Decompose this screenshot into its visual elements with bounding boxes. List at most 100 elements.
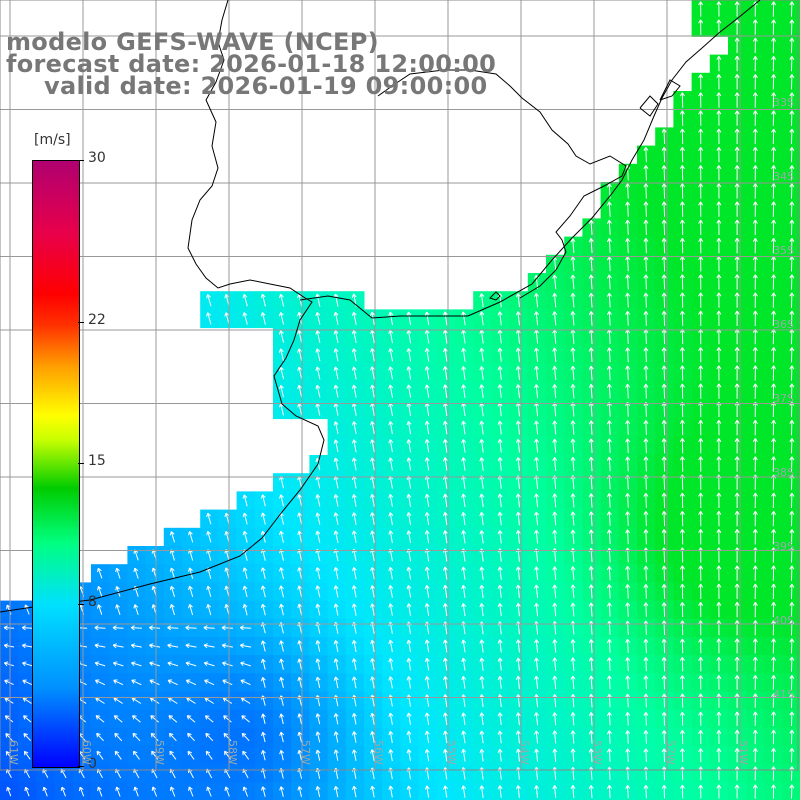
wind-arrow (789, 237, 795, 254)
wind-arrow (424, 439, 430, 453)
wind-arrow (716, 620, 722, 636)
wind-arrow (716, 583, 722, 600)
wind-arrow (716, 219, 722, 236)
wind-arrow (679, 438, 685, 454)
wind-arrow (479, 748, 485, 762)
wind-arrow (115, 586, 121, 597)
wind-arrow (479, 493, 485, 508)
wind-arrow (752, 237, 758, 254)
wind-arrow (351, 785, 357, 798)
wind-arrow (479, 366, 485, 380)
wind-arrow (388, 512, 394, 525)
wind-arrow (734, 183, 740, 199)
wind-arrow (149, 679, 160, 686)
wind-arrow (588, 529, 594, 544)
wind-arrow (131, 661, 142, 667)
wind-arrow (370, 658, 376, 671)
wind-arrow (169, 750, 177, 760)
wind-arrow (716, 529, 722, 545)
wind-arrow (752, 347, 758, 363)
wind-arrow (315, 293, 321, 307)
wind-arrow (716, 365, 722, 381)
wind-arrow (515, 457, 521, 471)
wind-arrow (734, 784, 740, 799)
wind-arrow (771, 183, 777, 199)
lon-label: 57W (299, 740, 312, 765)
wind-arrow (679, 456, 685, 472)
wind-arrow (534, 493, 539, 508)
wind-arrow (716, 237, 722, 254)
wind-arrow (698, 237, 704, 254)
wind-arrow (698, 693, 704, 708)
wind-arrow (771, 201, 777, 217)
wind-arrow (752, 510, 758, 527)
wind-arrow (752, 383, 758, 399)
wind-arrow (552, 420, 558, 435)
wind-arrow (771, 675, 777, 690)
wind-arrow (461, 366, 467, 380)
wind-arrow (570, 493, 576, 508)
wind-arrow (443, 730, 448, 744)
wind-arrow (242, 585, 248, 598)
wind-arrow (534, 457, 539, 471)
wind-arrow (643, 711, 649, 726)
colorbar-label: 15 (88, 453, 106, 469)
wind-arrow (479, 293, 485, 308)
wind-arrow (370, 493, 375, 507)
wind-arrow (752, 274, 758, 290)
wind-arrow (752, 165, 758, 181)
wind-arrow (461, 420, 467, 435)
wind-arrow (606, 566, 612, 581)
wind-arrow (351, 749, 357, 761)
lat-label: 34S (773, 170, 794, 183)
wind-arrow (643, 292, 649, 308)
wind-arrow (625, 274, 631, 290)
wind-arrow (333, 567, 339, 580)
wind-arrow (370, 603, 375, 616)
wind-arrow (716, 347, 722, 363)
lat-label: 36S (773, 318, 794, 331)
wind-arrow (625, 219, 631, 235)
wind-arrow (716, 201, 722, 217)
wind-arrow (771, 219, 777, 236)
wind-arrow (461, 329, 467, 344)
wind-arrow (21, 625, 33, 631)
wind-arrow (625, 310, 631, 326)
wind-arrow (661, 565, 667, 581)
wind-arrow (552, 457, 558, 471)
wind-arrow (151, 750, 159, 760)
wind-arrow (643, 657, 649, 672)
wind-arrow (242, 494, 248, 507)
wind-arrow (752, 656, 758, 672)
wind-arrow (406, 566, 412, 580)
wind-arrow (661, 365, 667, 381)
lat-label: 38S (773, 466, 794, 479)
wind-arrow (789, 492, 795, 509)
wind-arrow (661, 693, 667, 708)
wind-arrow (479, 785, 485, 798)
lat-label: 37S (773, 392, 794, 405)
wind-arrow (424, 676, 430, 689)
wind-arrow (570, 311, 576, 326)
wind-arrow (406, 457, 412, 471)
lat-label: 33S (773, 96, 794, 109)
wind-arrow (552, 712, 558, 726)
wind-arrow (716, 146, 722, 163)
wind-arrow (187, 732, 195, 742)
wind-arrow (279, 530, 284, 543)
wind-arrow (734, 729, 740, 744)
wind-arrow (534, 566, 539, 580)
wind-arrow (479, 712, 485, 726)
wind-arrow (716, 310, 722, 327)
wind-arrow (497, 493, 503, 508)
wind-arrow (588, 639, 594, 653)
wind-arrow (497, 566, 503, 580)
wind-arrow (534, 384, 539, 399)
wind-arrow (771, 92, 777, 108)
wind-arrow (698, 292, 704, 308)
wind-arrow (406, 420, 412, 435)
wind-arrow (224, 786, 230, 797)
wind-arrow (406, 530, 412, 544)
lon-label: 59W (153, 740, 166, 765)
lon-label: 52W (664, 740, 677, 765)
